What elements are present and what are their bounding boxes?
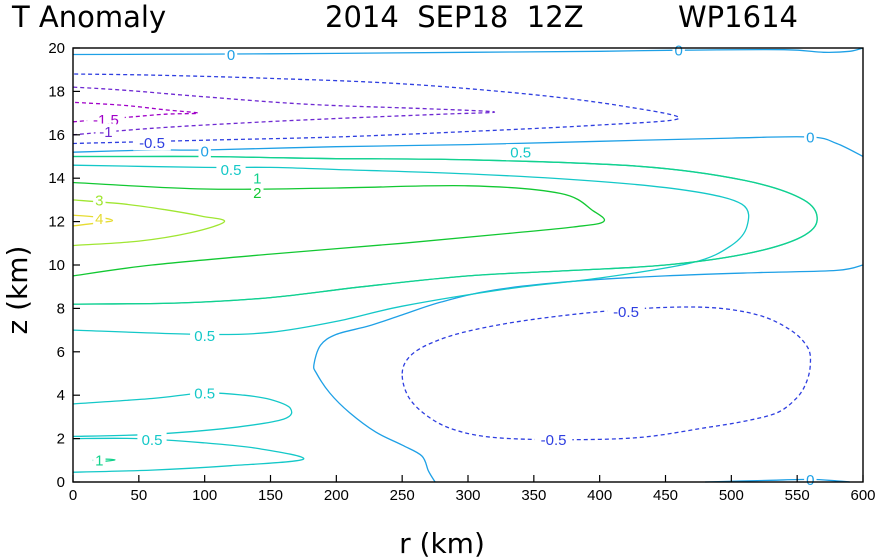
y-tick-label: 18: [48, 83, 65, 100]
contour-label-bg: [216, 161, 246, 178]
contour-label-bg: [93, 191, 106, 208]
y-tick-label: 14: [48, 170, 65, 187]
contour-line-neg0p5: [401, 306, 812, 441]
contour-labels: 0 00000.50.50.50.50.511234-1.5-1-0.5-0.5-…: [87, 42, 817, 489]
x-axis-ticks: 0 50 100 150 200 250 300 350 400 450 500 550 600: [69, 475, 876, 504]
contour-label: -0.5: [613, 304, 639, 321]
contour-line-0p5: [72, 164, 750, 336]
contour-line-0p5: [72, 392, 293, 438]
x-tick-label: 500: [719, 487, 744, 504]
contour-line-2: [72, 181, 606, 277]
contour-line-0: [72, 47, 864, 56]
contour-label-bg: [251, 184, 264, 201]
contour-line-4: [72, 214, 114, 227]
contour-label: 0.5: [510, 145, 531, 162]
contour-label-bg: [93, 451, 106, 468]
y-tick-label: 16: [48, 127, 65, 144]
x-tick-label: 350: [521, 487, 546, 504]
y-axis-label: z (km): [1, 246, 34, 335]
contour-label: 4: [95, 211, 103, 228]
x-tick-label: 200: [324, 487, 349, 504]
contour-line-neg0p5: [72, 73, 680, 145]
contour-label: 1: [253, 171, 261, 188]
contour-label: 1: [95, 452, 103, 469]
y-axis-ticks: 0 2 4 6 8 10 12 14 16 18 20: [48, 40, 80, 491]
x-tick-label: 450: [653, 487, 678, 504]
contour-label-bg: [672, 42, 685, 59]
contour-label: -0.5: [139, 135, 165, 152]
contour-label: 0: [674, 43, 682, 60]
contour-line-1: [72, 155, 818, 305]
y-tick-label: 12: [48, 214, 65, 231]
contour-label: 0: [200, 144, 208, 161]
contour-line-neg1p5: [72, 101, 199, 123]
contour-label-bg: [198, 143, 211, 160]
x-tick-label: 400: [587, 487, 612, 504]
contour-label-bg: [190, 385, 220, 402]
contour-label-bg: [534, 431, 573, 448]
contour-label: 0.5: [194, 328, 215, 345]
x-tick-label: 150: [258, 487, 283, 504]
y-tick-label: 20: [48, 40, 65, 57]
x-tick-label: 50: [130, 487, 147, 504]
contour-label: 0: [227, 47, 235, 64]
x-tick-label: 550: [785, 487, 810, 504]
contour-lines: [72, 47, 864, 483]
x-tick-label: 0: [69, 487, 77, 504]
contour-label-bg: [133, 134, 171, 151]
contour-label-bg: [137, 431, 167, 448]
x-tick-label: 600: [850, 487, 875, 504]
y-tick-label: 2: [57, 431, 65, 448]
contour-label-bg: [506, 144, 536, 161]
contour-label: 0.5: [221, 162, 242, 179]
contour-line-0: [313, 264, 864, 483]
y-tick-label: 8: [57, 300, 65, 317]
contour-label: -1: [99, 124, 112, 141]
chart-title-storm-id: WP1614: [678, 0, 798, 34]
contour-label: 0: [806, 472, 814, 489]
contour-label: -0.5: [541, 432, 567, 449]
contour-label: 0.5: [194, 386, 215, 403]
contour-label: 0: [806, 129, 814, 146]
contour-label-bg: [251, 170, 264, 187]
contour-line-3: [72, 199, 226, 247]
y-tick-label: 4: [57, 387, 65, 404]
contour-label: 3: [95, 192, 103, 209]
y-tick-label: 6: [57, 344, 65, 361]
y-tick-label: 0: [57, 474, 65, 491]
chart-title-variable: T Anomaly: [11, 0, 166, 34]
contour-label-bg: [804, 471, 817, 488]
x-axis-label: r (km): [399, 527, 485, 559]
x-tick-label: 100: [192, 487, 217, 504]
contour-label-bg: [607, 303, 645, 320]
x-tick-label: 300: [455, 487, 480, 504]
chart-title-datetime: 2014 SEP18 12Z: [325, 0, 584, 34]
contour-label: 0.5: [142, 432, 163, 449]
contour-label-bg: [95, 123, 117, 140]
y-tick-label: 10: [48, 257, 65, 274]
contour-label-bg: [93, 210, 106, 227]
contour-label: 2: [253, 185, 261, 202]
contour-line-neg1: [72, 86, 495, 136]
contour-label-bg: [190, 327, 220, 344]
contour-label-bg: [804, 128, 817, 145]
x-tick-label: 250: [390, 487, 415, 504]
contour-label-bg: [224, 46, 238, 63]
